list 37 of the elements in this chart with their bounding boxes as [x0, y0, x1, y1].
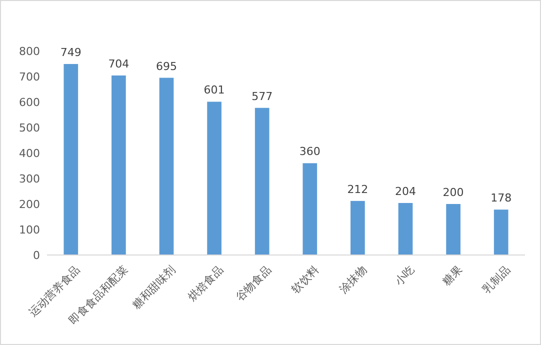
- bar: [159, 78, 174, 255]
- bar: [446, 204, 460, 255]
- data-label: 695: [156, 60, 177, 73]
- data-label: 749: [60, 46, 82, 60]
- x-tick-label: 糖和甜味剂: [130, 263, 178, 312]
- data-label: 204: [395, 184, 416, 198]
- x-tick-label: 糖果: [440, 263, 465, 288]
- y-tick-label: 800: [19, 44, 40, 58]
- bar: [207, 102, 222, 255]
- y-tick-label: 400: [19, 146, 40, 160]
- bar: [112, 75, 126, 255]
- x-tick-label: 涂抹物: [336, 263, 370, 296]
- y-tick-label: 500: [19, 121, 40, 134]
- bar: [254, 108, 270, 255]
- y-tick-label: 300: [19, 172, 40, 186]
- data-label: 601: [204, 84, 225, 97]
- bar: [350, 200, 365, 255]
- y-tick-label: 0: [33, 248, 40, 262]
- y-tick-label: 700: [19, 70, 40, 84]
- x-tick-label: 谷物食品: [233, 263, 274, 304]
- bar: [494, 210, 508, 255]
- x-tick-label: 乳制品: [480, 263, 513, 296]
- x-tick-label: 烘焙食品: [186, 263, 226, 304]
- data-label: 577: [252, 90, 273, 103]
- data-label: 212: [347, 182, 368, 196]
- x-tick-label: 软饮料: [288, 263, 322, 296]
- bar: [64, 64, 78, 255]
- y-tick-label: 600: [19, 96, 40, 109]
- data-label: 178: [490, 192, 512, 205]
- data-label: 200: [442, 186, 464, 199]
- x-tick-label: 小吃: [392, 263, 418, 288]
- data-label: 360: [299, 145, 320, 158]
- data-label: 704: [108, 57, 130, 70]
- y-tick-label: 200: [19, 198, 40, 211]
- bar: [398, 202, 413, 255]
- bar: [302, 163, 318, 255]
- y-tick-label: 100: [19, 223, 40, 236]
